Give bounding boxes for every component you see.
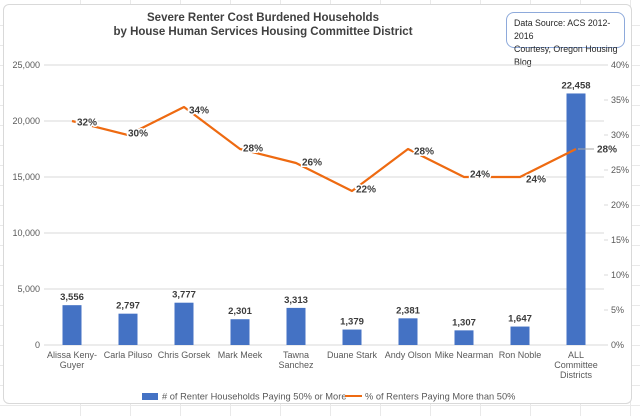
chart-title-line1: Severe Renter Cost Burdened Households: [147, 12, 379, 24]
left-axis-tick-label: 15,000: [12, 172, 40, 182]
left-axis-tick-label: 0: [35, 340, 40, 350]
category-label: Mark Meek: [218, 350, 263, 360]
bar: [566, 93, 586, 345]
category-label: Andy Olson: [385, 350, 432, 360]
right-axis-tick-label: 25%: [611, 165, 629, 175]
bar-value-label: 3,556: [60, 292, 84, 303]
bar-value-label: 1,307: [452, 317, 476, 328]
category-label: Mike Nearman: [435, 350, 494, 360]
left-axis-tick-label: 20,000: [12, 116, 40, 126]
right-axis-tick-label: 5%: [611, 305, 624, 315]
bar-value-label: 1,379: [340, 317, 364, 328]
bar: [286, 307, 306, 345]
bar-value-label: 2,301: [228, 306, 252, 317]
bar: [62, 305, 82, 345]
percent-label: 26%: [302, 158, 322, 169]
bar: [118, 313, 138, 345]
right-axis-tick-label: 20%: [611, 200, 629, 210]
bar-value-label: 2,797: [116, 301, 140, 312]
bar-value-label: 3,777: [172, 290, 196, 301]
legend-bar-swatch: [142, 393, 158, 400]
percent-label: 28%: [243, 144, 263, 155]
source-note-line2: Courtesy, Oregon Housing Blog: [514, 44, 618, 67]
percent-label: 30%: [128, 129, 148, 140]
percent-label: 28%: [597, 145, 617, 156]
legend-bar-label: # of Renter Households Paying 50% or Mor…: [162, 392, 347, 402]
right-axis-tick-label: 40%: [611, 60, 629, 70]
right-axis-tick-label: 10%: [611, 270, 629, 280]
bar: [398, 318, 418, 345]
source-note-box: Data Source: ACS 2012-2016 Courtesy, Ore…: [506, 12, 625, 67]
right-axis-tick-label: 30%: [611, 130, 629, 140]
legend-line-label: % of Renters Paying More than 50%: [365, 392, 515, 402]
chart-object[interactable]: Severe Renter Cost Burdened Households b…: [3, 4, 632, 404]
bar: [230, 319, 250, 345]
percent-label: 28%: [414, 147, 434, 158]
percent-label: 34%: [189, 106, 209, 117]
category-label: Ron Noble: [499, 350, 542, 360]
percent-label: 24%: [526, 175, 546, 186]
left-axis-tick-label: 25,000: [12, 60, 40, 70]
percent-line: [71, 105, 577, 193]
right-axis-tick-label: 0%: [611, 340, 624, 350]
source-note-line1: Data Source: ACS 2012-2016: [514, 18, 611, 41]
category-label: Alissa Keny-Guyer: [47, 350, 97, 370]
category-label: Tawna Sanchez: [278, 350, 314, 370]
category-label: ALL Committee Districts: [554, 350, 598, 380]
plot-area: 0 5,000 10,000 15,000 20,000 25,000 0% 5% 10% 15%…: [12, 60, 629, 402]
right-axis-tick-label: 35%: [611, 95, 629, 105]
bar-value-label: 1,647: [508, 314, 532, 325]
bar-value-label: 22,458: [561, 80, 590, 91]
left-axis-tick-label: 10,000: [12, 228, 40, 238]
bar: [342, 329, 362, 345]
chart-title-line2: by House Human Services Housing Committe…: [113, 26, 413, 38]
percent-label: 22%: [356, 185, 376, 196]
bar-value-label: 3,313: [284, 295, 308, 306]
category-label: Carla Piluso: [104, 350, 153, 360]
percent-label: 24%: [470, 170, 490, 181]
category-label: Chris Gorsek: [158, 350, 211, 360]
bar: [174, 302, 194, 345]
category-label: Duane Stark: [327, 350, 378, 360]
right-axis-tick-label: 15%: [611, 235, 629, 245]
bar: [510, 326, 530, 345]
bar-value-label: 2,381: [396, 305, 420, 316]
bar: [454, 330, 474, 345]
left-axis-tick-label: 5,000: [17, 284, 40, 294]
chart-title: Severe Renter Cost Burdened Households b…: [4, 11, 522, 39]
percent-label: 32%: [77, 118, 97, 129]
